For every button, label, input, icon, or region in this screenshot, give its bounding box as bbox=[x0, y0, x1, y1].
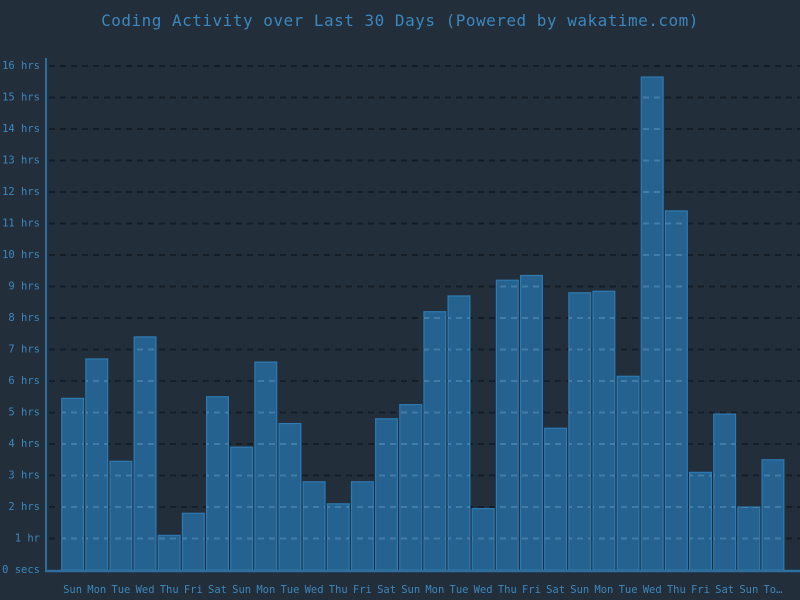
bar bbox=[568, 292, 592, 571]
y-axis-label: 14 hrs bbox=[2, 123, 40, 135]
bar bbox=[302, 481, 326, 571]
chart-title: Coding Activity over Last 30 Days (Power… bbox=[101, 11, 699, 30]
bar bbox=[206, 396, 230, 571]
y-axis-label: 8 hrs bbox=[8, 312, 40, 324]
bar bbox=[375, 418, 399, 571]
x-axis-label: Tue bbox=[111, 584, 130, 596]
bar bbox=[181, 512, 205, 571]
x-axis-label: Tue bbox=[280, 584, 299, 596]
x-axis-label: Mon bbox=[425, 584, 444, 596]
x-axis-label: Mon bbox=[594, 584, 613, 596]
bar bbox=[399, 404, 423, 571]
x-axis-label: Wed bbox=[474, 584, 493, 596]
x-axis-label: Fri bbox=[522, 584, 541, 596]
bar bbox=[447, 295, 471, 571]
bar bbox=[713, 413, 737, 571]
bar bbox=[544, 427, 568, 571]
y-axis-label: 11 hrs bbox=[2, 218, 40, 230]
x-axis-label: Sun bbox=[63, 584, 82, 596]
y-axis-label: 7 hrs bbox=[8, 344, 40, 356]
x-axis-label: Sat bbox=[377, 584, 396, 596]
x-axis-label: Tue bbox=[450, 584, 469, 596]
x-axis-label: Thu bbox=[329, 584, 348, 596]
y-axis-label: 5 hrs bbox=[8, 407, 40, 419]
x-axis-labels: Sun Mon Tue Wed Thu Fri Sat Sun Mon Tue Wed Thu Fri S… bbox=[63, 584, 782, 596]
y-axis-label: 6 hrs bbox=[8, 375, 40, 387]
x-axis-label: Tue bbox=[619, 584, 638, 596]
x-axis-label: To… bbox=[763, 584, 782, 596]
x-axis-label: Sat bbox=[715, 584, 734, 596]
bar bbox=[61, 397, 85, 571]
x-axis-label: Wed bbox=[305, 584, 324, 596]
bar bbox=[640, 76, 664, 571]
y-axis-label: 9 hrs bbox=[8, 281, 40, 293]
y-axis-label: 1 hr bbox=[15, 533, 40, 545]
x-axis-label: Sat bbox=[208, 584, 227, 596]
x-axis-label: Fri bbox=[691, 584, 710, 596]
x-axis-label: Sun bbox=[401, 584, 420, 596]
bars-group bbox=[61, 76, 785, 571]
x-axis-label: Wed bbox=[643, 584, 662, 596]
x-axis-label: Fri bbox=[184, 584, 203, 596]
bar bbox=[109, 460, 133, 571]
bar bbox=[664, 210, 688, 571]
x-axis-label: Sun bbox=[232, 584, 251, 596]
bar bbox=[688, 471, 712, 571]
x-axis-label: Wed bbox=[136, 584, 155, 596]
x-axis-label: Mon bbox=[256, 584, 275, 596]
bar bbox=[495, 279, 519, 571]
bar bbox=[157, 534, 181, 571]
y-axis-label: 10 hrs bbox=[2, 249, 40, 261]
x-axis-label: Thu bbox=[498, 584, 517, 596]
y-axis-label: 2 hrs bbox=[8, 501, 40, 513]
x-axis-label: Sun bbox=[739, 584, 758, 596]
bar bbox=[350, 481, 374, 571]
x-axis-label: Sat bbox=[546, 584, 565, 596]
y-axis-label: 16 hrs bbox=[2, 60, 40, 72]
y-axis-labels: 0 secs 1 hr 2 hrs 3 hrs 4 hrs 5 hrs 6 hrs 7 hrs… bbox=[2, 60, 40, 576]
x-axis-label: Sun bbox=[570, 584, 589, 596]
x-axis-label: Thu bbox=[160, 584, 179, 596]
x-axis-label: Fri bbox=[353, 584, 372, 596]
bar bbox=[326, 503, 350, 571]
y-axis-label: 0 secs bbox=[2, 564, 40, 576]
y-axis-label: 13 hrs bbox=[2, 155, 40, 167]
y-axis-label: 12 hrs bbox=[2, 186, 40, 198]
y-axis-label: 15 hrs bbox=[2, 92, 40, 104]
bar bbox=[133, 336, 157, 571]
x-axis-label: Thu bbox=[667, 584, 686, 596]
bar bbox=[230, 446, 254, 571]
bar bbox=[616, 375, 640, 571]
y-axis-label: 3 hrs bbox=[8, 470, 40, 482]
x-axis-label: Mon bbox=[87, 584, 106, 596]
axes bbox=[45, 58, 800, 573]
bar bbox=[592, 290, 616, 571]
bar bbox=[278, 422, 302, 571]
y-axis-label: 4 hrs bbox=[8, 438, 40, 450]
bar bbox=[519, 274, 543, 571]
